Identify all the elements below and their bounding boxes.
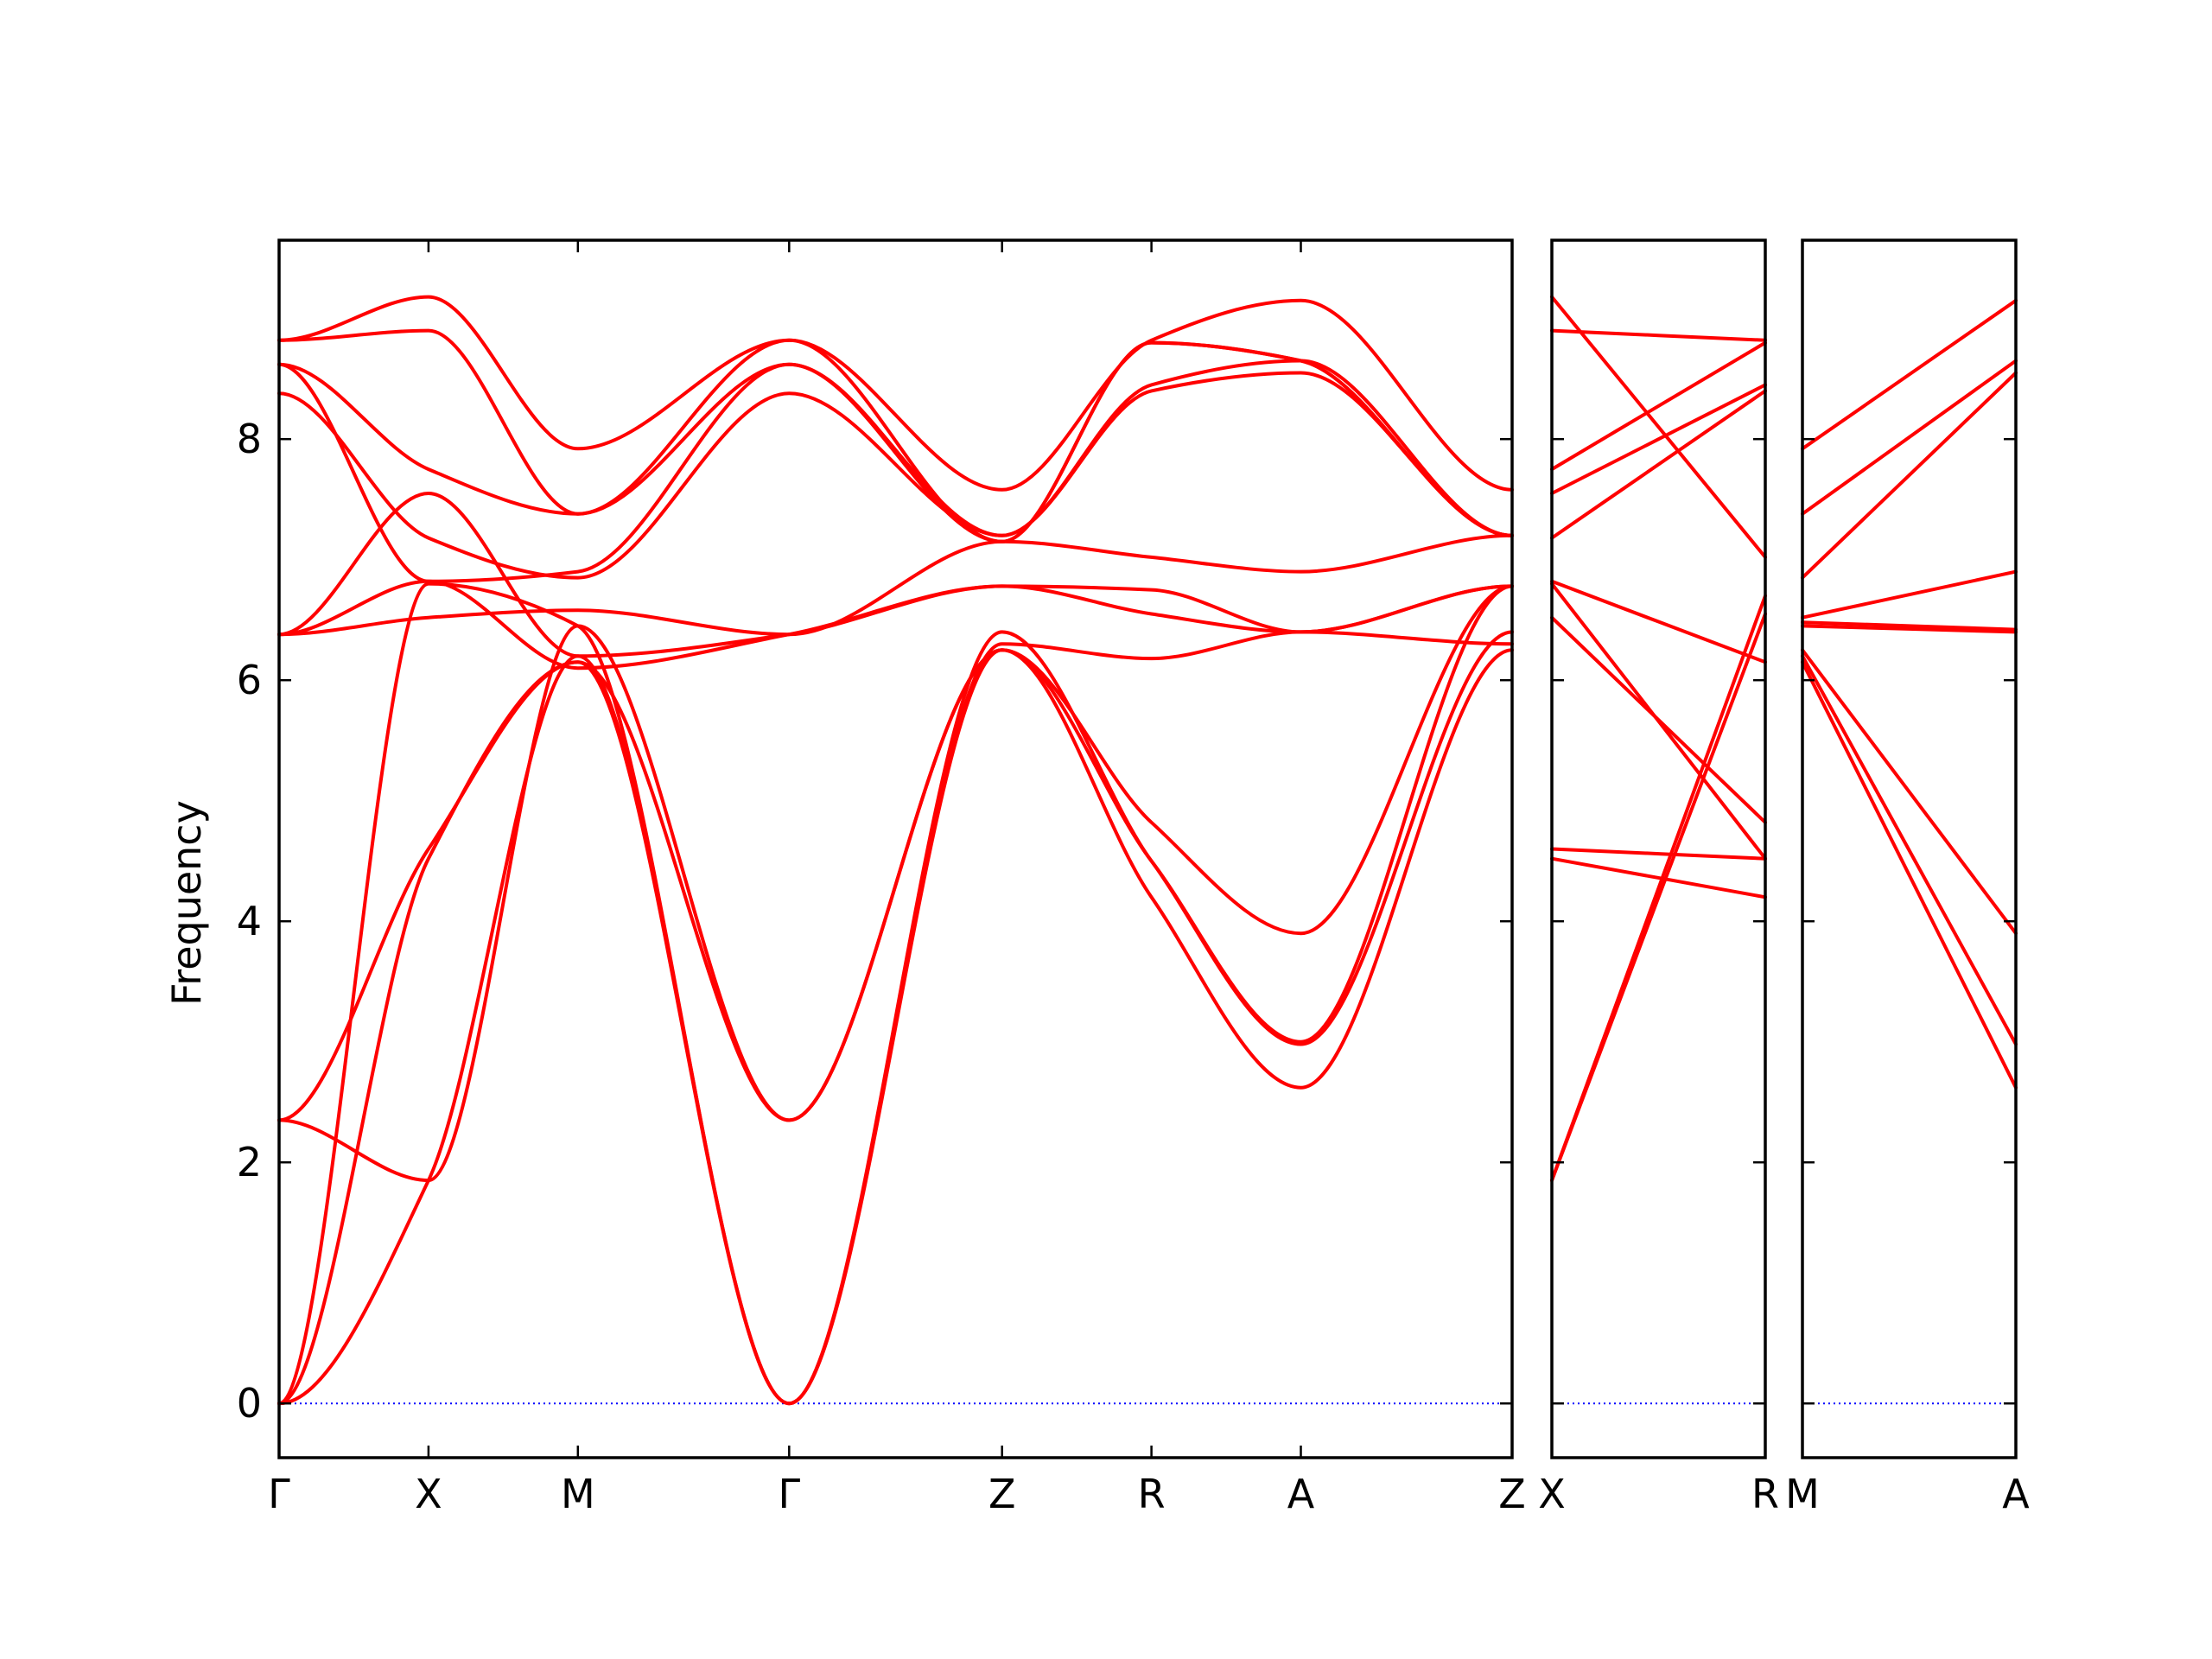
band-line-2: [1801, 654, 2018, 1046]
band-line-6: [1550, 615, 1767, 824]
band-line-4: [1801, 624, 2018, 634]
band-line-12: [277, 328, 1514, 543]
x-tick-label: Z: [1498, 1471, 1526, 1517]
x-tick-label: A: [1287, 1471, 1315, 1517]
y-tick-label: 8: [237, 416, 262, 462]
y-axis-label: Frequency: [163, 800, 210, 1006]
x-tick-label: A: [2002, 1471, 2030, 1517]
x-tick-label: M: [561, 1471, 595, 1517]
band-line-8: [277, 533, 1514, 637]
plot-frame: [1550, 238, 1767, 1459]
band-line-9: [277, 371, 1514, 580]
band-line-2: [1550, 594, 1767, 1183]
y-tick-label: 6: [237, 657, 262, 703]
band-line-4: [1550, 847, 1767, 861]
band-line-7: [277, 579, 1514, 671]
band-line-12: [1550, 295, 1767, 559]
band-line-13: [277, 295, 1514, 492]
y-tick-label: 2: [237, 1139, 262, 1185]
x-tick-label: R: [1751, 1471, 1779, 1517]
panel-main: 0 2 4 6 8 Γ X M Γ Z R A Z: [237, 238, 1526, 1517]
band-line-8: [1550, 579, 1767, 664]
band-line-3: [1801, 648, 2018, 936]
band-line-8: [1801, 359, 2018, 516]
band-line-6: [1801, 569, 2018, 620]
band-line-7: [1801, 371, 2018, 580]
band-line-7: [1550, 389, 1767, 540]
band-line-9: [1801, 298, 2018, 451]
x-tick-label: Γ: [268, 1471, 290, 1517]
band-line-10: [1550, 340, 1767, 472]
x-tick-label: X: [1538, 1471, 1566, 1517]
y-tick-label: 4: [237, 898, 262, 944]
plot-frame: [277, 238, 1514, 1459]
band-line-10: [277, 359, 1514, 583]
band-line-5: [1801, 620, 2018, 632]
x-tick-label: Z: [988, 1471, 1016, 1517]
x-tick-label: X: [415, 1471, 442, 1517]
y-tick-label: 0: [237, 1380, 262, 1427]
x-tick-label: R: [1138, 1471, 1166, 1517]
band-line-9: [1550, 383, 1767, 495]
x-tick-label: M: [1785, 1471, 1820, 1517]
band-line-3: [277, 582, 1514, 1406]
band-line-5: [277, 584, 1514, 1122]
x-tick-label: Γ: [778, 1471, 800, 1517]
plot-frame: [1801, 238, 2018, 1459]
band-line-3: [1550, 856, 1767, 899]
band-line-1: [1801, 660, 2018, 1090]
